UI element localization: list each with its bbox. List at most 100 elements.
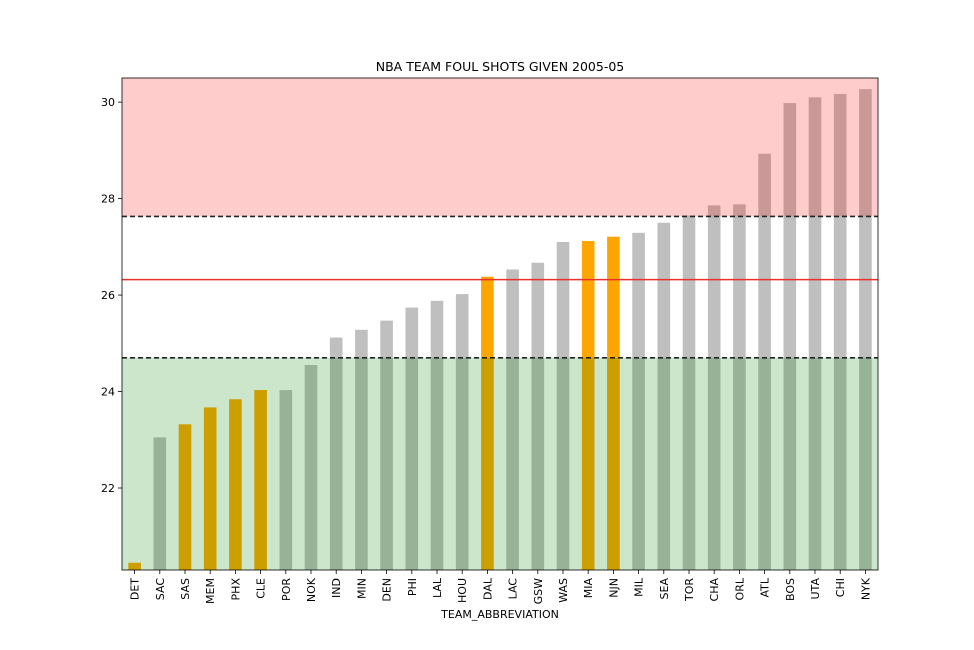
x-tick-label-chi: CHI	[834, 578, 847, 597]
bar-tint-upper-bos	[783, 103, 797, 217]
bar-phx	[229, 399, 242, 570]
bar-ind	[329, 337, 343, 570]
threshold-bands	[122, 78, 878, 570]
bar-lac	[506, 269, 519, 570]
bar-nok	[304, 365, 318, 570]
bar-tint-lower-den	[380, 357, 393, 570]
bar-tint-lower-gsw	[531, 357, 545, 570]
x-tick-label-mem: MEM	[204, 578, 217, 604]
bar-orl	[733, 204, 746, 570]
bar-uta	[808, 97, 822, 570]
bar-tint-lower-mia	[581, 357, 595, 570]
x-tick-label-cle: CLE	[255, 578, 268, 599]
bar-tint-lower-sac	[153, 437, 167, 570]
chart-title: NBA TEAM FOUL SHOTS GIVEN 2005-05	[376, 59, 625, 74]
bar-tint-lower-phi	[405, 357, 419, 570]
x-tick-label-phi: PHI	[406, 578, 419, 596]
bar-hou	[455, 294, 469, 570]
x-tick-label-ind: IND	[330, 578, 343, 598]
bar-tint-upper-cha	[707, 205, 721, 217]
y-tick-label: 24	[101, 386, 115, 399]
x-tick-label-cha: CHA	[708, 578, 721, 602]
bar-tint-lower-sas	[178, 424, 192, 570]
bar-tor	[682, 215, 696, 570]
x-axis-label: TEAM_ABBREVIATION	[440, 608, 559, 621]
x-tick-label-den: DEN	[381, 578, 394, 602]
bar-tint-lower-sea	[657, 357, 671, 570]
x-tick-label-nyk: NYK	[859, 577, 872, 600]
y-tick-label: 26	[101, 289, 115, 302]
bar-tint-lower-njn	[607, 357, 620, 570]
bar-tint-lower-dal	[481, 357, 494, 570]
bar-was	[556, 242, 570, 570]
bar-chi	[833, 93, 847, 570]
x-tick-label-was: WAS	[557, 578, 570, 603]
x-tick-label-sac: SAC	[154, 578, 167, 601]
bar-tint-lower-phx	[229, 399, 242, 570]
bar-tint-lower-mem	[203, 407, 217, 570]
bar-tint-lower-nyk	[859, 357, 872, 570]
y-axis: 22 24 26 28 30	[101, 96, 122, 495]
bar-nyk	[859, 89, 872, 570]
upper-band	[122, 78, 878, 217]
bar-den	[380, 320, 393, 570]
bar-tint-upper-uta	[808, 97, 822, 217]
bar-dal	[481, 276, 494, 570]
bar-por	[279, 390, 293, 570]
plot-frame	[121, 77, 879, 571]
bar-phi	[405, 307, 419, 570]
bar-tint-lower-chi	[833, 357, 847, 570]
bar-tint-lower-det	[128, 562, 141, 570]
bar-lal	[430, 300, 444, 570]
x-tick-label-njn: NJN	[607, 578, 620, 598]
bar-tint-lower-cha	[707, 357, 721, 570]
x-tick-label-mil: MIL	[633, 577, 646, 597]
y-tick-label: 30	[101, 96, 115, 109]
y-tick-label: 22	[101, 482, 115, 495]
bar-sas	[178, 424, 192, 570]
bar-mil	[632, 232, 645, 570]
x-tick-label-atl: ATL	[759, 577, 772, 597]
bar-tint-lower-was	[556, 357, 570, 570]
bar-tint-upper-atl	[758, 153, 771, 217]
x-tick-label-phx: PHX	[229, 578, 242, 601]
bar-tint-lower-por	[279, 390, 293, 570]
x-tick-label-lac: LAC	[507, 578, 520, 600]
bar-njn	[607, 236, 620, 570]
bar-tint-lower-ind	[329, 357, 343, 570]
bar-tint-lower-hou	[455, 357, 469, 570]
bars	[128, 89, 872, 571]
x-tick-label-nok: NOK	[305, 577, 318, 602]
bar-cle	[254, 390, 267, 570]
bar-cha	[707, 205, 721, 570]
bar-atl	[758, 153, 771, 570]
bar-tint-lower-atl	[758, 357, 771, 570]
x-tick-label-gsw: GSW	[532, 578, 545, 605]
bar-tint-upper-tor	[682, 215, 696, 217]
bar-min	[355, 329, 368, 570]
bar-tint-upper-nyk	[859, 89, 872, 217]
bar-tint-lower-nok	[304, 365, 318, 570]
bar-tint-lower-lac	[506, 357, 519, 570]
bar-bos	[783, 103, 797, 571]
x-tick-label-bos: BOS	[784, 578, 797, 601]
bar-tint-upper-orl	[733, 204, 746, 217]
bar-mem	[203, 407, 217, 570]
lower-band	[122, 357, 878, 570]
x-tick-label-min: MIN	[355, 578, 368, 599]
x-tick-label-tor: TOR	[683, 578, 696, 602]
bar-tint-lower-orl	[733, 357, 746, 570]
bar-tint-lower-min	[355, 357, 368, 570]
bar-tint-lower-tor	[682, 357, 696, 570]
bar-tint-lower-bos	[783, 357, 797, 570]
bar-tint-lower-uta	[808, 357, 822, 570]
y-tick-label: 28	[101, 193, 115, 206]
x-tick-label-mia: MIA	[582, 578, 595, 599]
x-tick-label-sas: SAS	[179, 578, 192, 600]
x-tick-label-det: DET	[129, 578, 142, 600]
bar-tint-lower-cle	[254, 390, 267, 570]
x-tick-label-dal: DAL	[481, 577, 494, 600]
bar-det	[128, 562, 141, 570]
x-tick-label-por: POR	[280, 578, 293, 601]
